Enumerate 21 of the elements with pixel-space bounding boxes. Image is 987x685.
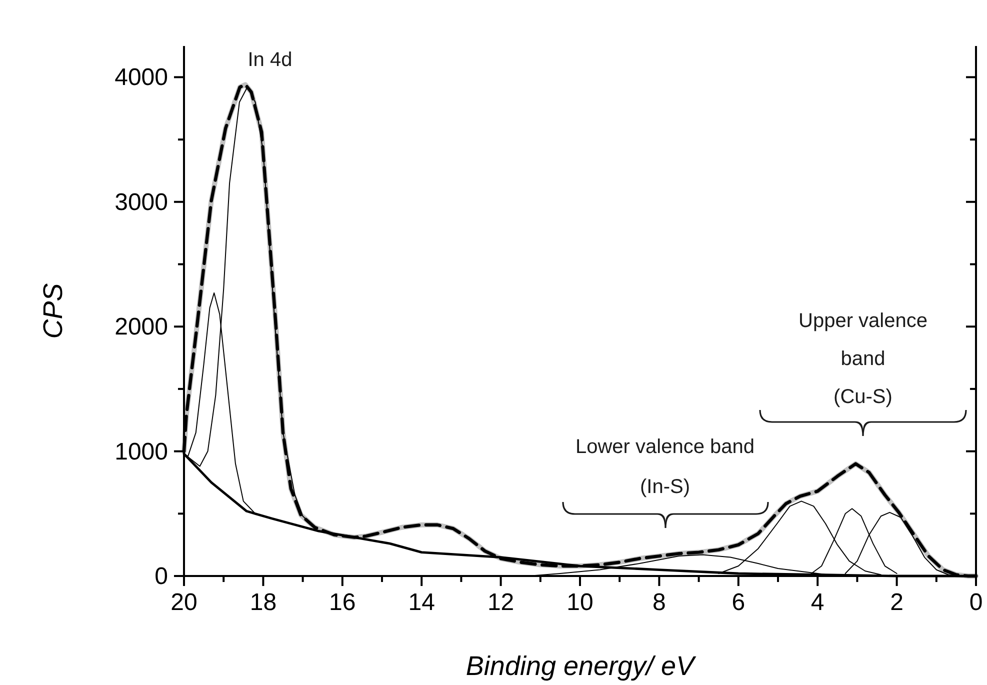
y-tick-label: 2000 [114,314,168,341]
x-tick-label: 18 [250,589,277,616]
x-tick-label: 4 [810,589,824,616]
y-axis-title: CPS [38,283,68,339]
y-tick-label: 0 [154,563,168,590]
x-tick-label: 16 [329,589,356,616]
x-tick-label: 20 [170,589,198,616]
annotation: Upper valence band (Cu-S) [798,310,928,408]
x-axis-title: Binding energy/ eV [466,651,698,681]
x-tick-label: 0 [969,589,983,616]
x-tick-label: 12 [487,589,514,616]
x-tick-label: 2 [890,589,904,616]
y-tick-label: 3000 [114,188,168,216]
y-tick-label: 1000 [114,438,168,466]
x-tick-label: 10 [566,589,594,616]
x-tick-label: 8 [652,589,666,616]
x-tick-label: 14 [408,589,435,616]
annotation: In 4d [248,49,292,71]
y-tick-label: 4000 [114,64,168,92]
annotation: Lower valence band (In-S) [575,436,755,498]
x-tick-label: 6 [732,589,746,616]
